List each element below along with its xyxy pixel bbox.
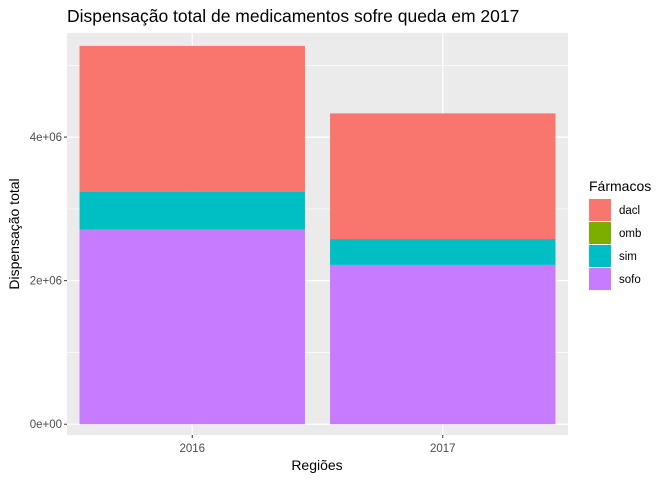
y-tick-label: 2e+06 (30, 276, 62, 288)
y-axis-title: Dispensação total (6, 178, 22, 289)
bar-segment-sim-2017 (330, 239, 556, 265)
x-axis-title: Regiões (291, 457, 342, 473)
x-tick-label: 2016 (179, 443, 205, 455)
y-tick-label: 4e+06 (30, 132, 62, 144)
legend-title: Fármacos (589, 178, 651, 194)
bar-segment-sofo-2017 (330, 264, 556, 425)
legend-key-sofo (589, 268, 611, 290)
bars (79, 45, 556, 425)
bar-segment-dacl-2016 (79, 45, 305, 192)
legend-key-sim (589, 245, 611, 267)
chart-title: Dispensação total de medicamentos sofre … (67, 6, 519, 26)
bar-segment-dacl-2017 (330, 113, 556, 240)
bar-segment-sim-2016 (79, 191, 305, 230)
y-tick-label: 0e+00 (30, 419, 62, 431)
legend-label-sofo: sofo (619, 274, 641, 286)
legend-label-dacl: dacl (619, 205, 640, 217)
bar-segment-sofo-2016 (79, 229, 305, 425)
legend-label-sim: sim (619, 251, 637, 263)
legend-key-omb (589, 222, 611, 244)
x-tick-label: 2017 (430, 443, 456, 455)
y-axis: 0e+00 2e+06 4e+06 (30, 132, 67, 431)
legend-key-dacl (589, 199, 611, 221)
legend: Fármacos dacl omb sim sofo (589, 178, 651, 290)
legend-label-omb: omb (619, 228, 641, 240)
x-axis: 2016 2017 (179, 435, 456, 455)
